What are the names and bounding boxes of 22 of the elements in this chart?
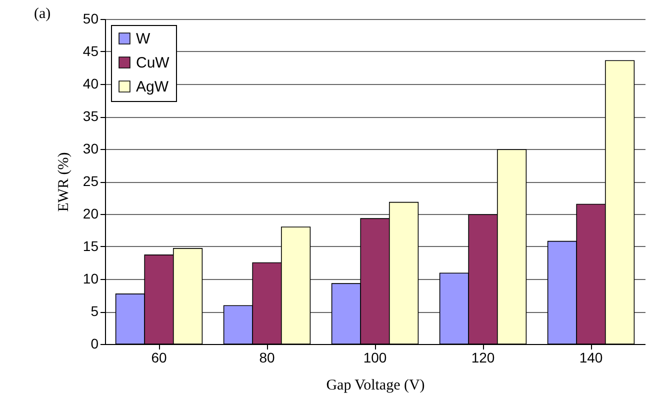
text: (a) [34,6,51,23]
legend-label: CuW [136,54,170,72]
y-tick-label: 50 [82,10,99,26]
y-tick-label: 40 [82,76,99,92]
y-tick-label: 35 [82,108,99,124]
x-tick-label: 120 [471,350,495,366]
legend-label: W [136,30,151,48]
y-tick-label: 15 [82,238,99,254]
x-tick-label: 140 [579,350,603,366]
y-tick-label: 5 [90,303,99,319]
x-tick-label: 60 [151,350,167,366]
y-tick-label: 45 [82,43,99,59]
y-axis-title: EWR (%) [56,152,72,212]
y-tick-label: 30 [82,140,99,156]
legend-label: AgW [136,78,170,96]
x-axis-title: Gap Voltage (V) [326,378,425,394]
y-tick-label: 20 [82,206,99,222]
y-tick-label: 0 [90,336,99,352]
x-tick-label: 100 [363,350,387,366]
y-tick-label: 25 [82,173,99,189]
y-tick-label: 10 [82,270,99,286]
x-tick-label: 80 [259,350,275,366]
